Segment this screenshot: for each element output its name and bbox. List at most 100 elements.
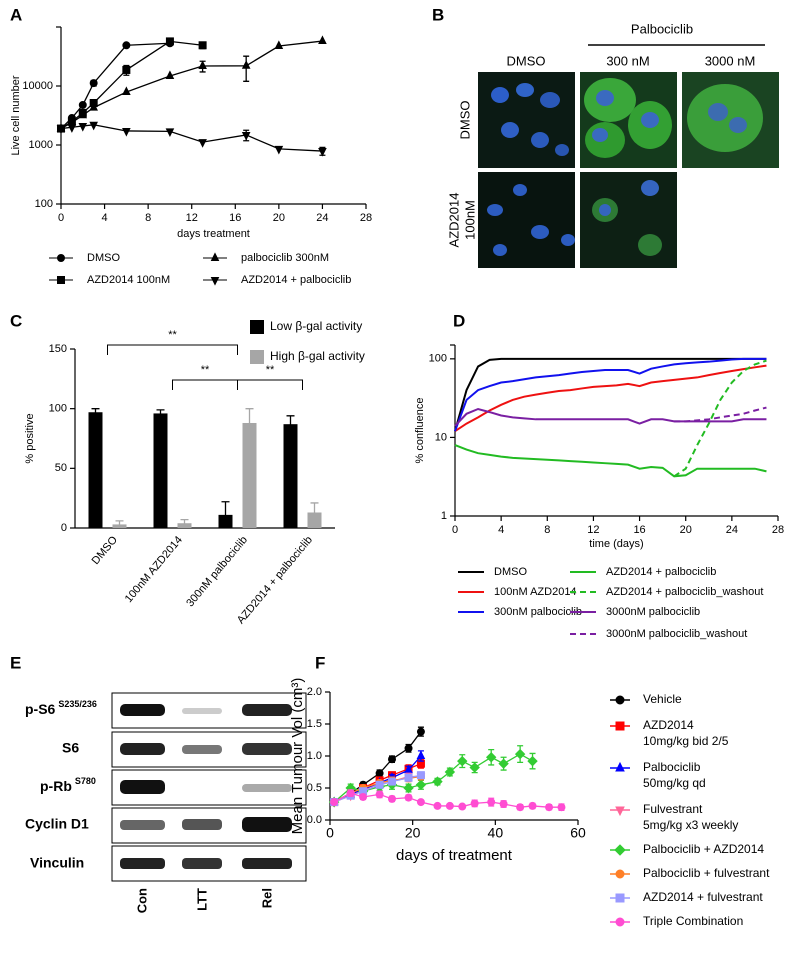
marker — [416, 750, 426, 759]
significance-bracket — [172, 379, 238, 390]
marker — [444, 766, 456, 778]
legend-label: AZD2014 100nM — [87, 274, 170, 286]
marker — [404, 793, 413, 802]
series-line — [60, 124, 323, 152]
marker — [198, 60, 207, 70]
marker — [67, 124, 77, 133]
marker — [516, 803, 525, 812]
marker — [404, 744, 413, 753]
marker — [528, 801, 537, 810]
panel-label: A — [10, 5, 22, 24]
micrograph — [580, 172, 677, 268]
series-line — [454, 357, 767, 432]
blot-column: LTT — [194, 888, 209, 911]
marker — [198, 41, 207, 50]
legend-label: DMSO — [494, 566, 527, 578]
marker — [404, 764, 413, 774]
marker — [470, 799, 479, 808]
marker — [499, 800, 508, 808]
y-tick-label: 1.5 — [307, 718, 322, 730]
marker — [89, 99, 98, 108]
legend-dose: 5mg/kg x3 weekly — [643, 818, 738, 832]
marker — [487, 798, 496, 807]
marker — [78, 100, 87, 109]
y-axis-label: Mean Tumour Vol (cm³) — [289, 678, 306, 835]
blot-label-main: p-S6 — [25, 701, 56, 717]
blot-label: Vinculin — [30, 855, 84, 871]
x-tick-label: 300nM palbociclib — [184, 534, 250, 609]
micrograph — [478, 172, 575, 268]
y-tick-label: 10 — [435, 431, 447, 443]
x-tick-label: 0 — [58, 212, 64, 224]
marker — [56, 125, 66, 135]
marker — [445, 801, 454, 810]
legend-label: AZD2014 — [643, 718, 694, 732]
marker — [375, 780, 384, 789]
marker — [165, 37, 174, 46]
blot-label-main: p-Rb — [40, 778, 72, 794]
column-header: 3000 nM — [705, 53, 756, 68]
blot-label-sup: S235/236 — [58, 699, 97, 709]
x-tick-label: 20 — [680, 524, 692, 536]
y-tick-label: 1 — [441, 510, 447, 522]
series-line — [674, 406, 767, 423]
row-label: DMSO — [457, 101, 472, 140]
marker — [78, 122, 88, 132]
column-header: 300 nM — [606, 53, 649, 68]
x-tick-label: 28 — [360, 212, 372, 224]
significance-label: ** — [266, 364, 275, 376]
significance-label: ** — [168, 329, 177, 341]
marker — [469, 762, 480, 773]
error-bar — [156, 409, 165, 418]
y-axis-label: % confluence — [414, 397, 426, 463]
legend-label: Palbociclib — [643, 760, 701, 774]
panel-label: B — [432, 5, 444, 24]
blot-label: Cyclin D1 — [25, 816, 89, 832]
marker — [403, 782, 414, 794]
bar — [242, 422, 257, 528]
x-tick-label: 20 — [405, 825, 421, 841]
marker — [615, 893, 625, 903]
panel-label: D — [453, 311, 465, 330]
legend-label: 300nM palbociclib — [494, 606, 582, 618]
series-line — [454, 407, 767, 427]
x-tick-label: 12 — [186, 212, 198, 224]
x-tick-label: 60 — [570, 825, 586, 841]
y-tick-label: 2.0 — [307, 686, 322, 698]
marker — [122, 41, 131, 50]
x-tick-label: DMSO — [90, 534, 121, 567]
y-tick-label: 0.0 — [307, 814, 322, 826]
marker — [57, 254, 65, 262]
legend-label: Triple Combination — [643, 914, 743, 928]
legend-label: High β-gal activity — [270, 349, 365, 363]
legend-label: Fulvestrant — [643, 802, 703, 816]
y-tick-label: 100 — [35, 198, 53, 210]
marker — [615, 806, 625, 817]
marker — [614, 844, 626, 856]
error-bar — [221, 501, 230, 528]
row-label: 100nM — [462, 200, 477, 240]
y-axis-label: % positive — [24, 413, 36, 463]
series-line — [673, 359, 767, 478]
series-line — [454, 364, 767, 433]
significance-label: ** — [201, 364, 210, 376]
marker — [388, 794, 396, 803]
y-tick-label: 0.5 — [307, 782, 322, 794]
legend-label: 3000nM palbociclib_washout — [606, 628, 747, 640]
marker — [67, 117, 76, 126]
marker — [457, 755, 468, 767]
marker — [404, 773, 413, 782]
significance-bracket — [107, 344, 238, 355]
micrograph — [580, 72, 677, 168]
y-tick-label: 1.0 — [307, 750, 322, 762]
legend-swatch — [250, 350, 264, 364]
legend-label: 100nM AZD2014 — [494, 586, 577, 598]
bar — [283, 424, 298, 528]
legend-label: DMSO — [87, 252, 120, 264]
error-bar — [310, 502, 319, 523]
marker — [165, 70, 175, 79]
marker — [615, 761, 625, 772]
marker — [318, 35, 327, 45]
marker — [122, 86, 131, 96]
